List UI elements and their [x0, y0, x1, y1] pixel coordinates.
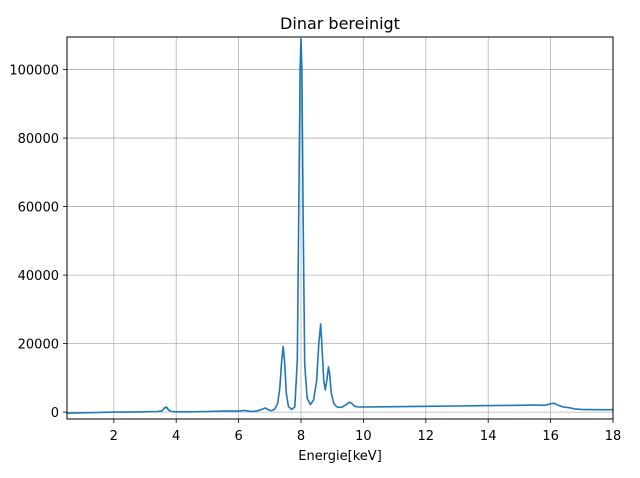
x-axis-label: Energie[keV] [298, 449, 382, 464]
x-tick-label: 4 [172, 429, 180, 444]
x-tick-label: 6 [234, 429, 242, 444]
y-tick-label: 40000 [18, 269, 59, 284]
x-tick-label: 2 [110, 429, 118, 444]
plot-frame [66, 36, 614, 420]
x-tick-label: 8 [297, 429, 305, 444]
y-tick-label: 80000 [18, 132, 59, 147]
x-tick-label: 16 [542, 429, 559, 444]
x-tick-label: 18 [605, 429, 622, 444]
x-tick-label: 10 [355, 429, 372, 444]
y-tick-label: 20000 [18, 338, 59, 353]
chart-title: Dinar bereinigt [280, 14, 400, 33]
series-line-0 [67, 37, 613, 414]
y-tick-label: 60000 [18, 201, 59, 216]
x-tick-label: 12 [418, 429, 435, 444]
x-tick-label: 14 [480, 429, 497, 444]
y-tick-label: 100000 [9, 64, 59, 79]
x-axis: 2 4 6 8 10 12 14 16 18 [110, 419, 622, 444]
series-group [67, 37, 613, 414]
y-axis: 0 20000 40000 60000 80000 100000 [9, 64, 67, 421]
y-tick-label: 0 [51, 406, 59, 421]
grid [67, 37, 614, 419]
